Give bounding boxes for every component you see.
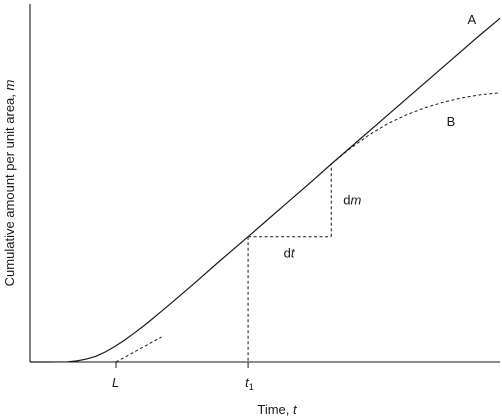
series-label-A: A [468,12,477,27]
x-tick-label-t1: t1 [245,375,254,392]
dm-label-var: m [351,192,362,207]
dt-label-d: d [284,246,291,261]
dm-label: dm [343,192,361,207]
x-ticks [115,362,249,368]
series-line-B [330,92,501,165]
x-tick-label-sub: 1 [249,382,254,392]
x-axis-title-text: Time, [257,402,293,417]
series-label-B: B [447,114,456,129]
dt-label: dt [284,246,296,261]
series-line-A [30,17,501,363]
y-axis-title: Cumulative amount per unit area, m [2,80,17,287]
x-tick-label-t: t [245,375,250,390]
x-axis-title-var: t [293,402,298,417]
dm-label-d: d [343,192,350,207]
x-axis-title: Time, t [257,402,298,417]
x-tick-label-L: L [112,375,119,390]
y-axis-title-var: m [2,80,17,91]
dt-label-var: t [291,246,296,261]
y-axis-title-text: Cumulative amount per unit area, [2,91,17,287]
